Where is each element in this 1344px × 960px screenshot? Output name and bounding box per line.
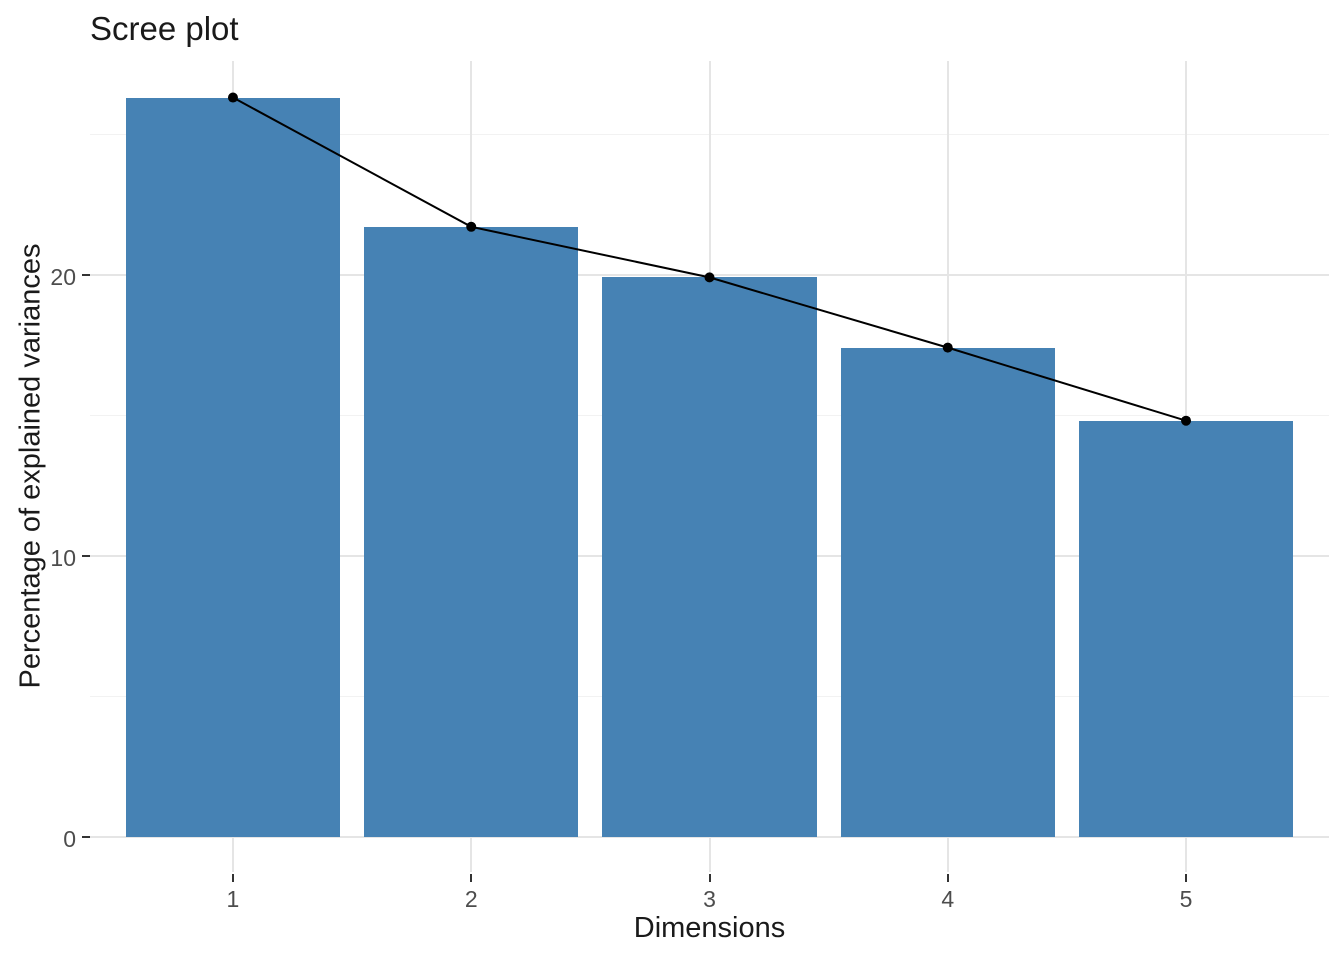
x-tick-label-3: 3: [703, 886, 716, 912]
bar-dimension-4: [840, 347, 1055, 837]
y-tick-mark-0: [82, 835, 90, 838]
y-tick-label-20: 20: [50, 263, 76, 290]
bar-dimension-1: [125, 97, 341, 837]
x-tick-label-1: 1: [226, 886, 240, 912]
chart-title: Scree plot: [90, 10, 239, 47]
y-tick-label-0: 0: [63, 825, 76, 852]
x-tick-mark-5: [1185, 874, 1188, 882]
x-tick-mark-2: [470, 874, 473, 882]
plot-panel: [90, 61, 1329, 872]
y-tick-mark-10: [82, 554, 90, 557]
y-tick-mark-20: [82, 273, 90, 276]
bar-dimension-5: [1078, 420, 1294, 837]
y-axis-title: Percentage of explained variances: [14, 243, 47, 689]
x-tick-label-4: 4: [941, 886, 955, 912]
x-tick-label-2: 2: [464, 886, 478, 912]
x-axis-title: Dimensions: [633, 912, 786, 944]
bar-dimension-3: [602, 277, 817, 837]
x-tick-mark-1: [231, 874, 234, 882]
bar-dimension-2: [364, 226, 579, 837]
y-tick-label-10: 10: [50, 544, 76, 571]
x-tick-mark-3: [708, 874, 711, 882]
x-tick-mark-4: [946, 874, 949, 882]
x-tick-label-5: 5: [1179, 886, 1193, 912]
